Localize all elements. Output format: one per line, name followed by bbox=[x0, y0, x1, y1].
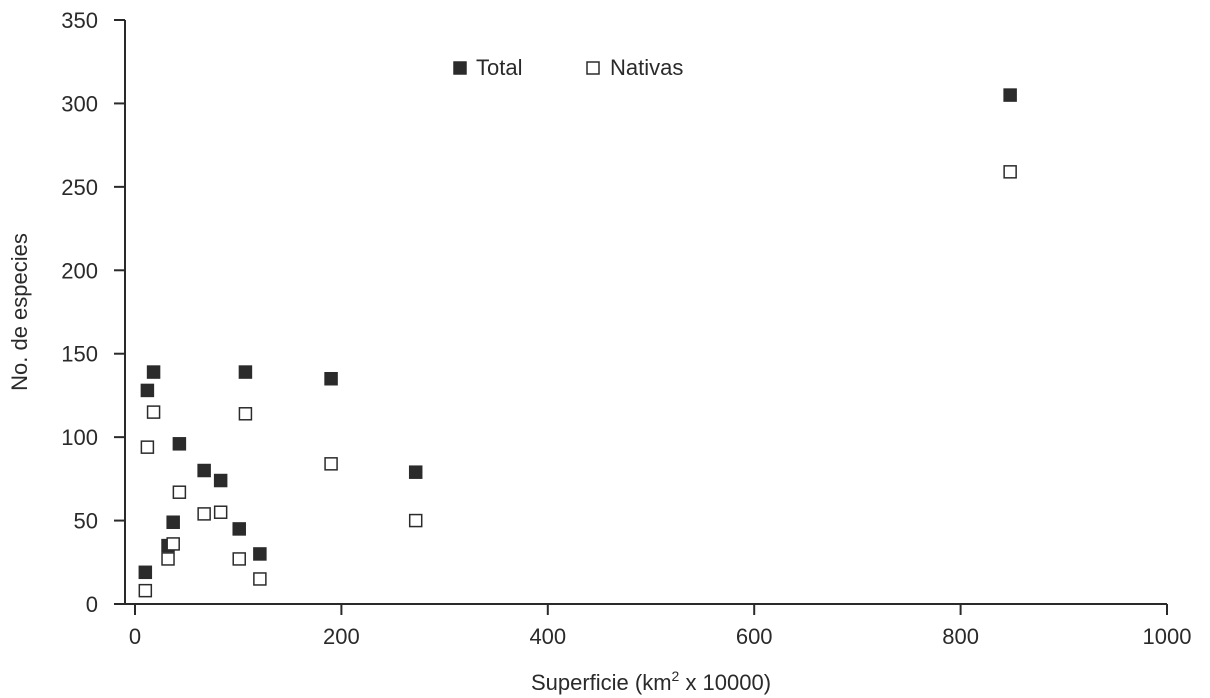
y-tick-label: 50 bbox=[74, 509, 98, 534]
series-nativas bbox=[138, 165, 1017, 598]
y-axis-title: No. de especies bbox=[7, 233, 32, 391]
y-tick-label: 100 bbox=[61, 425, 98, 450]
y-tick-label: 250 bbox=[61, 175, 98, 200]
total-point bbox=[253, 547, 267, 561]
x-tick-label: 200 bbox=[323, 624, 360, 649]
nativas-point bbox=[1003, 165, 1017, 179]
nativas-point bbox=[324, 457, 338, 471]
total-point bbox=[213, 473, 228, 488]
total-point bbox=[166, 515, 180, 529]
x-tick-label: 600 bbox=[736, 624, 773, 649]
x-tick-label: 1000 bbox=[1143, 624, 1192, 649]
nativas-point bbox=[172, 485, 187, 499]
nativas-point bbox=[232, 552, 246, 566]
total-point bbox=[232, 522, 246, 536]
total-point bbox=[138, 565, 153, 580]
data-points bbox=[138, 88, 1017, 598]
nativas-point bbox=[146, 405, 161, 419]
y-axis-ticks: 0 50 100 150 200 250 300 350 bbox=[61, 8, 125, 617]
nativas-point bbox=[213, 505, 228, 519]
y-tick-label: 350 bbox=[61, 8, 98, 33]
nativas-point bbox=[140, 440, 155, 454]
nativas-point bbox=[408, 513, 423, 528]
total-point bbox=[172, 437, 187, 451]
total-point bbox=[238, 365, 253, 379]
x-axis-title: Superficie (km2 x 10000) bbox=[531, 668, 771, 695]
axes bbox=[124, 20, 1167, 605]
x-axis-title-superscript: 2 bbox=[672, 668, 680, 684]
legend-marker-total bbox=[453, 61, 467, 75]
x-axis-title-suffix: x 10000) bbox=[679, 670, 771, 695]
legend-label-nativas: Nativas bbox=[610, 55, 683, 80]
y-tick-label: 300 bbox=[61, 91, 98, 116]
legend-label-total: Total bbox=[476, 55, 522, 80]
nativas-point bbox=[197, 507, 211, 521]
series-total bbox=[138, 88, 1017, 580]
y-tick-label: 200 bbox=[61, 258, 98, 283]
y-tick-label: 150 bbox=[61, 342, 98, 367]
legend-marker-nativas bbox=[586, 61, 600, 75]
legend: Total Nativas bbox=[453, 55, 683, 80]
total-point bbox=[146, 365, 161, 379]
nativas-point bbox=[238, 407, 253, 421]
x-tick-label: 0 bbox=[129, 624, 141, 649]
x-tick-label: 800 bbox=[942, 624, 979, 649]
nativas-point bbox=[161, 552, 175, 566]
x-tick-label: 400 bbox=[529, 624, 566, 649]
nativas-point bbox=[166, 537, 180, 551]
total-point bbox=[324, 371, 338, 386]
y-tick-label: 0 bbox=[86, 592, 98, 617]
total-point bbox=[408, 465, 423, 479]
total-point bbox=[1003, 88, 1017, 102]
total-point bbox=[197, 463, 211, 478]
nativas-point bbox=[138, 583, 153, 598]
x-axis-title-prefix: Superficie (km bbox=[531, 670, 672, 695]
x-axis-ticks: 0 200 400 600 800 1000 bbox=[129, 604, 1192, 649]
nativas-point bbox=[253, 572, 267, 586]
total-point bbox=[140, 383, 155, 398]
